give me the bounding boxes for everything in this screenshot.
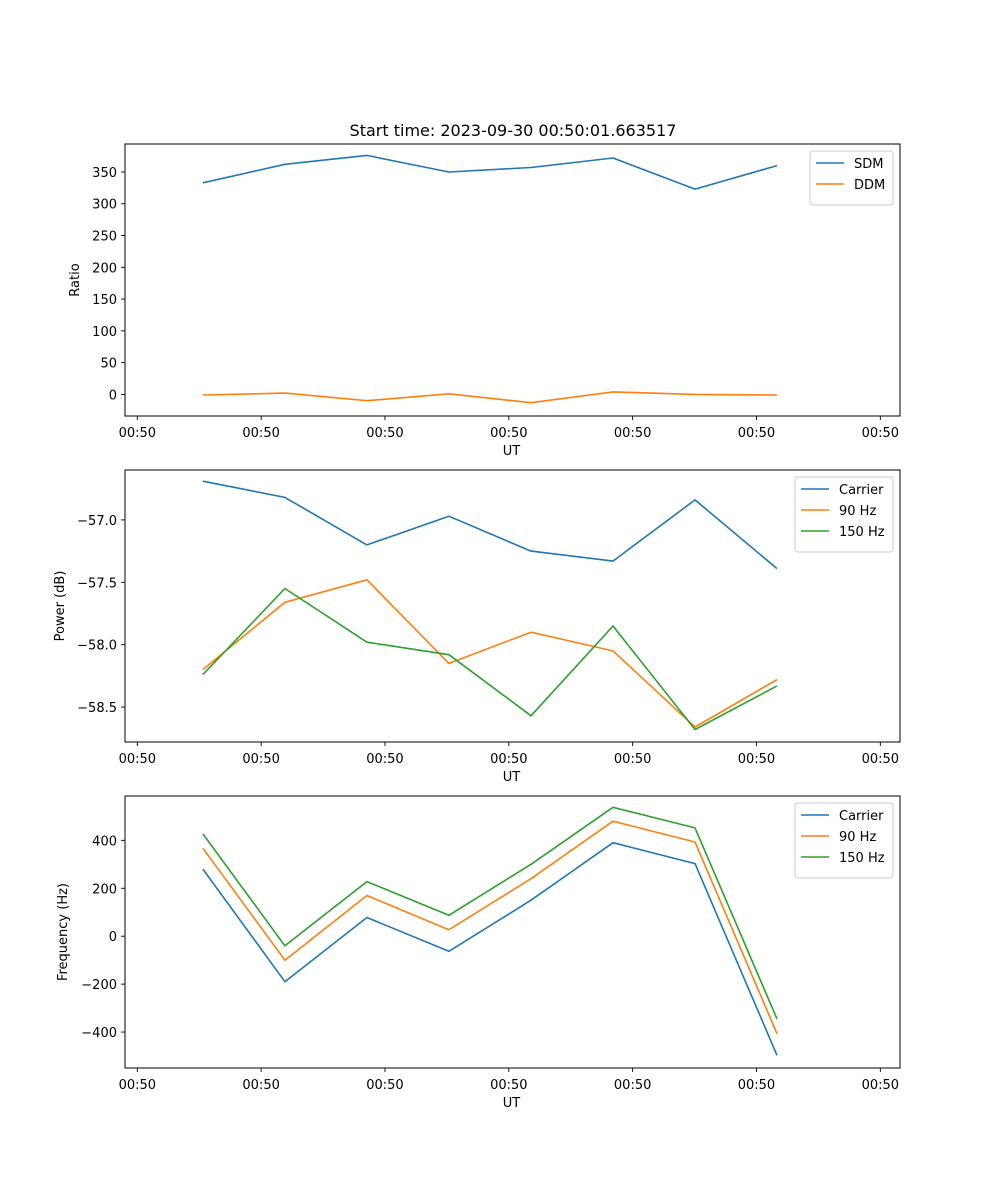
panel-power: 00:50 00:50 00:50 00:50 00:50 00:50 00:50 −58.5… xyxy=(53,469,901,785)
series-line-ratio-1 xyxy=(202,391,778,404)
x-tick-label: 00:50 xyxy=(119,752,156,767)
series-line-ratio-0 xyxy=(202,154,778,190)
x-tick-label: 00:50 xyxy=(119,426,156,441)
series-line-power-0 xyxy=(202,480,778,570)
y-tick-label: 150 xyxy=(92,293,117,308)
x-tick-label: 00:50 xyxy=(614,1078,651,1093)
legend-label: 150 Hz xyxy=(839,525,885,540)
chart-title: Start time: 2023-09-30 00:50:01.663517 xyxy=(350,121,677,140)
y-tick-label: 0 xyxy=(109,388,117,403)
series-line-power-1 xyxy=(202,578,778,728)
y-axis-label: Frequency (Hz) xyxy=(56,883,71,981)
y-tick-label: −57.5 xyxy=(77,576,117,591)
series-line-frequency-1 xyxy=(202,820,778,1035)
x-tick-label: 00:50 xyxy=(738,426,775,441)
y-tick-label: 100 xyxy=(92,325,117,340)
x-tick-label: 00:50 xyxy=(366,752,403,767)
y-tick-label: −400 xyxy=(81,1026,117,1041)
x-tick-label: 00:50 xyxy=(614,752,651,767)
y-tick-label: −57.0 xyxy=(77,514,117,529)
y-tick-label: 0 xyxy=(109,930,117,945)
x-tick-label: 00:50 xyxy=(366,1078,403,1093)
x-tick-label: 00:50 xyxy=(614,426,651,441)
x-tick-label: 00:50 xyxy=(490,752,527,767)
legend-label: 90 Hz xyxy=(839,504,876,519)
x-tick-label: 00:50 xyxy=(242,752,279,767)
y-tick-label: 200 xyxy=(92,261,117,276)
x-axis-label: UT xyxy=(503,1096,521,1111)
y-tick-label: −58.0 xyxy=(77,639,117,654)
x-tick-label: 00:50 xyxy=(119,1078,156,1093)
x-tick-label: 00:50 xyxy=(490,1078,527,1093)
legend: Carrier 90 Hz 150 Hz xyxy=(794,802,894,879)
legend-box xyxy=(794,476,894,553)
series-line-frequency-0 xyxy=(202,841,778,1056)
y-tick-label: 200 xyxy=(92,882,117,897)
x-tick-label: 00:50 xyxy=(862,1078,899,1093)
y-tick-label: 250 xyxy=(92,230,117,245)
series-line-frequency-2 xyxy=(202,806,778,1020)
legend: Carrier 90 Hz 150 Hz xyxy=(794,476,894,553)
y-tick-label: −58.5 xyxy=(77,701,117,716)
panel-ratio: 00:50 00:50 00:50 00:50 00:50 00:50 00:50 0 50 10… xyxy=(68,143,901,459)
axes-frame xyxy=(124,143,901,417)
panel-frequency: 00:50 00:50 00:50 00:50 00:50 00:50 00:50 −400 −… xyxy=(56,795,901,1111)
y-axis-label: Ratio xyxy=(68,263,83,296)
legend-label: DDM xyxy=(854,178,885,193)
y-tick-label: 300 xyxy=(92,198,117,213)
x-tick-label: 00:50 xyxy=(242,426,279,441)
x-tick-label: 00:50 xyxy=(862,752,899,767)
x-tick-label: 00:50 xyxy=(738,1078,775,1093)
x-tick-label: 00:50 xyxy=(490,426,527,441)
y-axis-label: Power (dB) xyxy=(53,571,68,642)
legend-label: Carrier xyxy=(839,809,884,824)
y-tick-label: −200 xyxy=(81,978,117,993)
y-tick-label: 350 xyxy=(92,166,117,181)
x-axis-label: UT xyxy=(503,770,521,785)
legend: SDM DDM xyxy=(809,150,894,206)
legend-box xyxy=(809,150,894,206)
legend-label: Carrier xyxy=(839,483,884,498)
legend-label: 150 Hz xyxy=(839,851,885,866)
x-tick-label: 00:50 xyxy=(738,752,775,767)
x-tick-label: 00:50 xyxy=(242,1078,279,1093)
series-line-power-2 xyxy=(202,587,778,731)
y-tick-label: 50 xyxy=(100,357,117,372)
legend-label: 90 Hz xyxy=(839,830,876,845)
x-tick-label: 00:50 xyxy=(366,426,403,441)
x-tick-label: 00:50 xyxy=(862,426,899,441)
legend-label: SDM xyxy=(854,157,883,172)
axes-frame xyxy=(124,795,901,1069)
x-axis-label: UT xyxy=(503,444,521,459)
axes-frame xyxy=(124,469,901,743)
legend-box xyxy=(794,802,894,879)
y-tick-label: 400 xyxy=(92,834,117,849)
